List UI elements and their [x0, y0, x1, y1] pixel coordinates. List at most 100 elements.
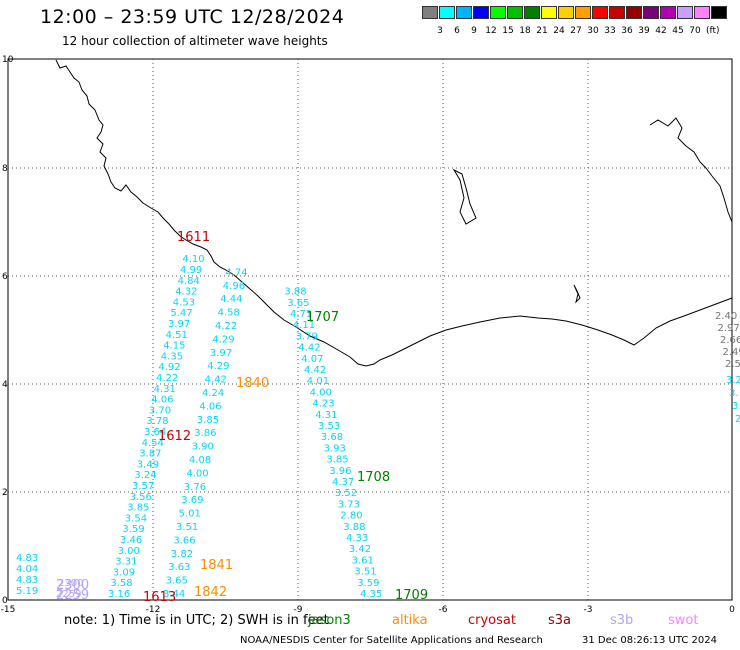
wave-height-value: 3.85: [197, 415, 219, 426]
wave-height-value: 3.96: [329, 466, 351, 477]
wave-height-value: 3.88: [343, 522, 365, 533]
coastline-west-africa: [55, 59, 733, 367]
scale-swatch: [626, 6, 642, 19]
pass-time-label: 1841: [200, 558, 233, 573]
wave-height-value: 3.2: [726, 375, 740, 386]
wave-height-value: 4.08: [189, 455, 211, 466]
scale-label: 24: [553, 26, 565, 36]
wave-height-value: 3.70: [149, 405, 171, 416]
units-note: note: 1) Time is in UTC; 2) SWH is in fe…: [64, 613, 329, 628]
satellite-legend-item: s3a: [548, 613, 572, 628]
wave-height-value: 4.15: [163, 341, 185, 352]
wave-height-value: 3.73: [338, 499, 360, 510]
wave-height-value: 2.66: [720, 335, 740, 346]
wave-height-value: 4.42: [205, 375, 227, 386]
y-tick-label: 2: [2, 488, 8, 498]
wave-height-value: 4.22: [215, 321, 237, 332]
wave-height-value: 5.01: [179, 509, 201, 520]
wave-height-value: 4.23: [312, 399, 334, 410]
wave-height-value: 4.71: [290, 309, 312, 320]
scale-label: 39: [638, 26, 650, 36]
wave-height-value: 4.00: [186, 468, 208, 479]
wave-height-value: 2.: [735, 414, 740, 425]
y-tick-label: 6: [2, 272, 8, 282]
wave-height-value: 3.63: [168, 562, 190, 573]
wave-height-value: 2.49: [723, 347, 740, 358]
wave-height-value: 3.64: [144, 427, 166, 438]
satellite-legend-item: jason3: [308, 613, 351, 628]
wave-height-value: 4.04: [16, 564, 38, 575]
scale-swatch: [558, 6, 574, 19]
scale-label: 15: [502, 26, 514, 36]
wave-height-value: 4.74: [225, 267, 247, 278]
wave-height-value: 3.66: [173, 535, 195, 546]
scale-swatch: [609, 6, 625, 19]
scale-label: 45: [672, 26, 684, 36]
wave-height-value: 4.42: [304, 365, 326, 376]
wave-height-value: 4.32: [175, 287, 197, 298]
y-tick-label: 10: [2, 55, 14, 65]
wave-height-value: 2.97: [718, 323, 740, 334]
wave-height-value: 3.93: [324, 443, 346, 454]
scale-swatch: [694, 6, 710, 19]
page-subtitle: 12 hour collection of altimeter wave hei…: [62, 34, 328, 48]
scale-label: 6: [454, 26, 460, 36]
pass-time-label: 2300: [56, 578, 89, 593]
wave-height-value: 4.06: [151, 395, 173, 406]
x-tick-label: 0: [729, 605, 735, 615]
scale-label: 36: [621, 26, 633, 36]
wave-height-value: 3.44: [163, 589, 185, 600]
satellite-legend-item: s3b: [610, 613, 634, 628]
wave-height-value: 4.24: [202, 388, 224, 399]
wave-height-value: 3.58: [110, 578, 132, 589]
pass-time-label: 1708: [357, 470, 390, 485]
pass-time-label: 2259: [56, 588, 89, 603]
wave-height-value: 4.54: [142, 438, 164, 449]
satellite-legend-item: altika: [392, 613, 428, 628]
axis-tick-labels: -15 -12 -9 -6 -3 0 0 2 4 6 8 10: [1, 55, 735, 615]
wave-height-value: 3.82: [171, 549, 193, 560]
wave-height-value: 4.58: [218, 308, 240, 319]
wave-height-value: 3.09: [113, 567, 135, 578]
wave-height-value: 3.59: [122, 524, 144, 535]
coastline: [55, 59, 733, 367]
scale-swatch: [677, 6, 693, 19]
x-tick-label: -15: [1, 605, 16, 615]
map-grid: [8, 59, 732, 600]
wave-height-value: 3.: [732, 401, 740, 412]
scale-swatch: [439, 6, 455, 19]
wave-height-value: 3.86: [194, 428, 216, 439]
wave-height-value: 3.68: [321, 432, 343, 443]
scale-unit: (ft): [706, 26, 720, 36]
wave-height-value: 4.37: [332, 477, 354, 488]
pass-time-label: 1707: [306, 310, 339, 325]
wave-height-value: 4.35: [360, 589, 382, 600]
scale-swatch: [660, 6, 676, 19]
wave-height-value: 4.33: [346, 533, 368, 544]
pass-time-label: 1709: [395, 588, 428, 603]
wave-height-value: 2259: [56, 589, 81, 600]
wave-height-value: 2300: [58, 578, 83, 589]
y-tick-label: 8: [2, 164, 8, 174]
x-tick-label: -12: [146, 605, 161, 615]
pass-time-label: 1842: [194, 585, 227, 600]
scale-label: 30: [587, 26, 599, 36]
wave-height-value: 3.51: [354, 567, 376, 578]
wave-height-value: 3.90: [192, 442, 214, 453]
wave-height-value: 3.97: [168, 319, 190, 330]
satellite-legend-item: cryosat: [468, 613, 516, 628]
wave-height-value: 3.31: [115, 557, 137, 568]
wave-height-value: 3.85: [326, 455, 348, 466]
wave-height-value: 4.00: [310, 387, 332, 398]
wave-height-value: 4.51: [166, 330, 188, 341]
wave-height-value: 3.49: [137, 459, 159, 470]
wave-height-value: 4.29: [207, 361, 229, 372]
wave-height-value: 4.10: [182, 254, 204, 265]
scale-swatch: [507, 6, 523, 19]
wave-height-value: 4.53: [173, 297, 195, 308]
wave-height-value: 3.97: [210, 348, 232, 359]
y-tick-label: 4: [2, 380, 8, 390]
wave-height-value: 3.79: [296, 331, 318, 342]
wave-height-value: 4.11: [293, 320, 315, 331]
